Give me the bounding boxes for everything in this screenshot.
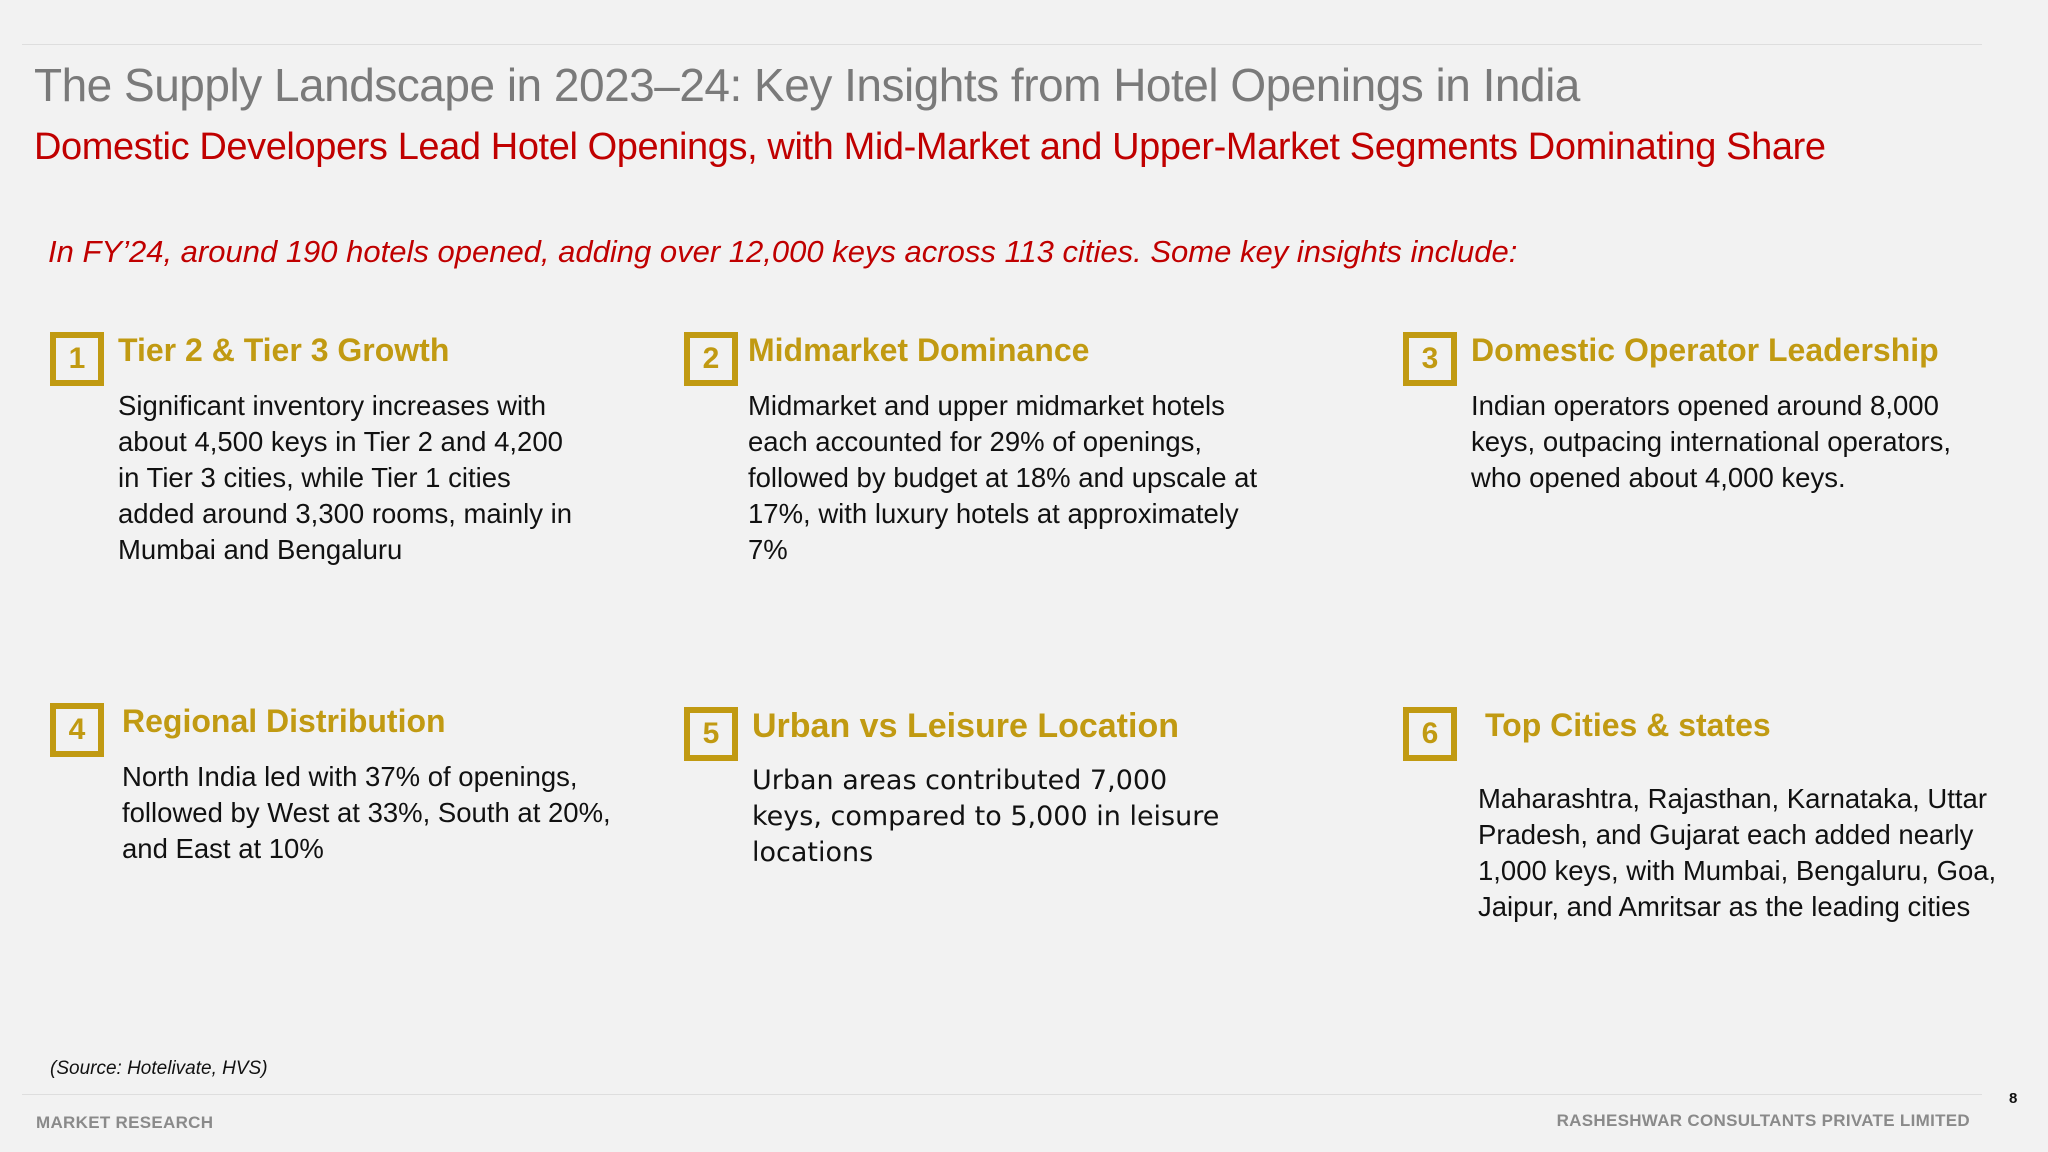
insight-body: Significant inventory increases with abo… (118, 390, 573, 565)
insight-body: Urban areas contributed 7,000 keys, comp… (752, 765, 1220, 868)
insight-number-badge: 4 (50, 703, 104, 757)
insight-title: Regional Distribution (122, 703, 446, 739)
insight-body: North India led with 37% of openings, fo… (122, 761, 611, 864)
insight-body: Midmarket and upper midmarket hotels eac… (748, 390, 1258, 565)
source-citation: (Source: Hotelivate, HVS) (50, 1058, 268, 1079)
footer-section-label: MARKET RESEARCH (36, 1113, 214, 1132)
insight-title: Urban vs Leisure Location (752, 707, 1179, 745)
page-number: 8 (2009, 1090, 2018, 1107)
intro-statement: In FY’24, around 190 hotels opened, addi… (48, 234, 1518, 269)
insight-number-badge: 1 (50, 332, 104, 386)
insight-number-badge: 5 (684, 707, 738, 761)
top-divider (22, 44, 1982, 45)
insight-number-badge: 2 (684, 332, 738, 386)
insight-body: Maharashtra, Rajasthan, Karnataka, Uttar… (1478, 783, 1997, 922)
footer-company-name: RASHESHWAR CONSULTANTS PRIVATE LIMITED (1556, 1111, 1970, 1130)
insight-title: Tier 2 & Tier 3 Growth (118, 332, 450, 368)
insight-title: Top Cities & states (1485, 707, 1771, 743)
insight-body: Indian operators opened around 8,000 key… (1471, 390, 1952, 493)
insight-number-badge: 6 (1403, 707, 1457, 761)
insight-title: Midmarket Dominance (748, 332, 1090, 368)
page-subtitle: Domestic Developers Lead Hotel Openings,… (34, 126, 1826, 168)
insight-title: Domestic Operator Leadership (1471, 332, 1939, 368)
bottom-divider (22, 1094, 1982, 1095)
page-title: The Supply Landscape in 2023–24: Key Ins… (34, 59, 1580, 111)
insight-number-badge: 3 (1403, 332, 1457, 386)
